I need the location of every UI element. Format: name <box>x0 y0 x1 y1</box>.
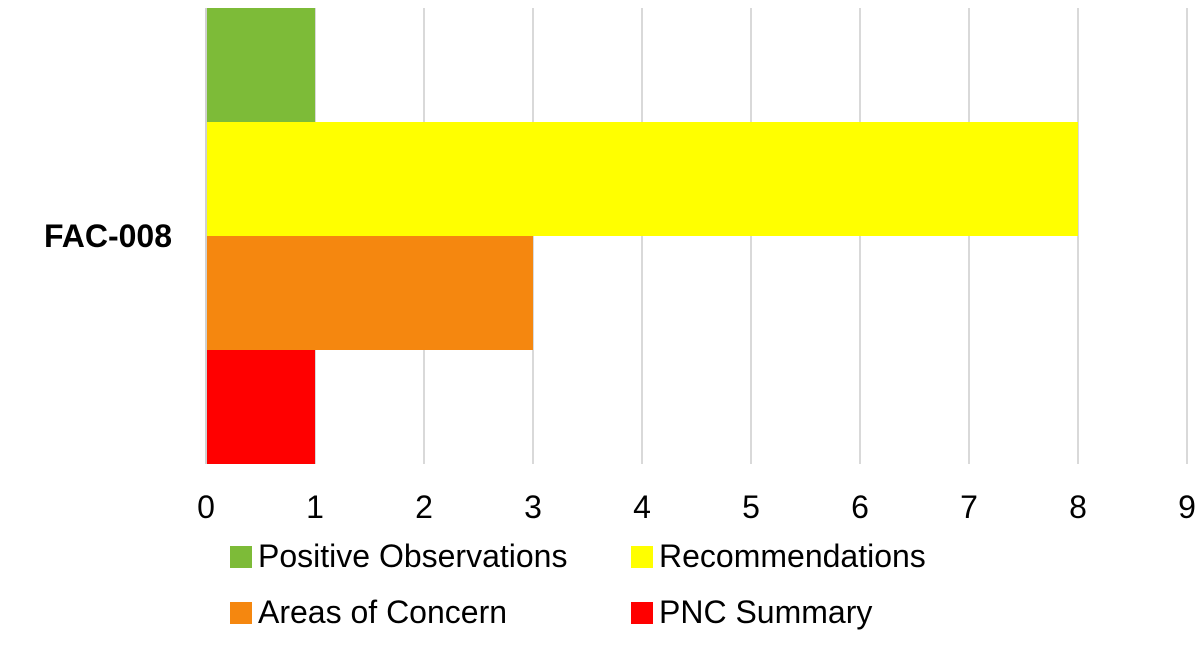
bar-positive-observations <box>206 8 315 122</box>
x-tick-label: 8 <box>1069 489 1087 525</box>
x-tick-label: 1 <box>306 489 324 525</box>
x-tick-label: 3 <box>524 489 542 525</box>
x-tick-label: 7 <box>960 489 978 525</box>
x-tick-label: 4 <box>633 489 651 525</box>
category-label: FAC-008 <box>44 218 172 254</box>
bar-recommendations <box>206 122 1078 236</box>
x-tick-label: 2 <box>415 489 433 525</box>
bars <box>206 8 1078 464</box>
x-tick-label: 0 <box>197 489 215 525</box>
x-tick-label: 5 <box>742 489 760 525</box>
bar-pnc-summary <box>206 350 315 464</box>
x-tick-label: 6 <box>851 489 869 525</box>
y-axis-category-labels: FAC-008 <box>44 218 172 254</box>
x-tick-label: 9 <box>1178 489 1196 525</box>
x-axis-tick-labels: 0 1 2 3 4 5 6 7 8 9 <box>197 489 1196 525</box>
bar-areas-of-concern <box>206 236 533 350</box>
